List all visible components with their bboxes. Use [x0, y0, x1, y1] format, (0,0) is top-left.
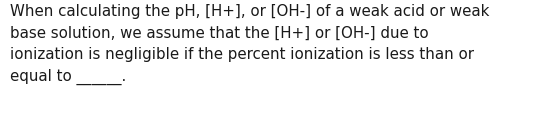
- Text: When calculating the pH, [H+], or [OH-] of a weak acid or weak
base solution, we: When calculating the pH, [H+], or [OH-] …: [10, 4, 489, 85]
